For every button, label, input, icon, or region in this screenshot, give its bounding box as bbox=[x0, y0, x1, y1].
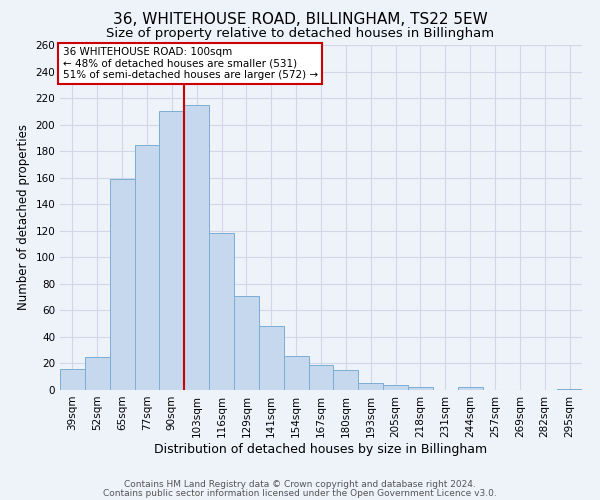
Bar bbox=[284, 356, 308, 390]
Bar bbox=[209, 234, 234, 390]
Bar bbox=[85, 357, 110, 390]
Bar bbox=[110, 179, 134, 390]
Bar bbox=[259, 326, 284, 390]
Bar bbox=[134, 144, 160, 390]
Text: Contains HM Land Registry data © Crown copyright and database right 2024.: Contains HM Land Registry data © Crown c… bbox=[124, 480, 476, 489]
Bar bbox=[160, 112, 184, 390]
Bar bbox=[60, 369, 85, 390]
Bar bbox=[184, 104, 209, 390]
Bar bbox=[308, 365, 334, 390]
Bar bbox=[234, 296, 259, 390]
X-axis label: Distribution of detached houses by size in Billingham: Distribution of detached houses by size … bbox=[154, 442, 488, 456]
Bar bbox=[458, 388, 482, 390]
Text: Size of property relative to detached houses in Billingham: Size of property relative to detached ho… bbox=[106, 28, 494, 40]
Bar bbox=[358, 384, 383, 390]
Bar bbox=[334, 370, 358, 390]
Y-axis label: Number of detached properties: Number of detached properties bbox=[17, 124, 30, 310]
Text: 36, WHITEHOUSE ROAD, BILLINGHAM, TS22 5EW: 36, WHITEHOUSE ROAD, BILLINGHAM, TS22 5E… bbox=[113, 12, 487, 28]
Bar bbox=[557, 388, 582, 390]
Bar bbox=[383, 384, 408, 390]
Text: Contains public sector information licensed under the Open Government Licence v3: Contains public sector information licen… bbox=[103, 488, 497, 498]
Bar bbox=[408, 388, 433, 390]
Text: 36 WHITEHOUSE ROAD: 100sqm
← 48% of detached houses are smaller (531)
51% of sem: 36 WHITEHOUSE ROAD: 100sqm ← 48% of deta… bbox=[62, 46, 318, 80]
